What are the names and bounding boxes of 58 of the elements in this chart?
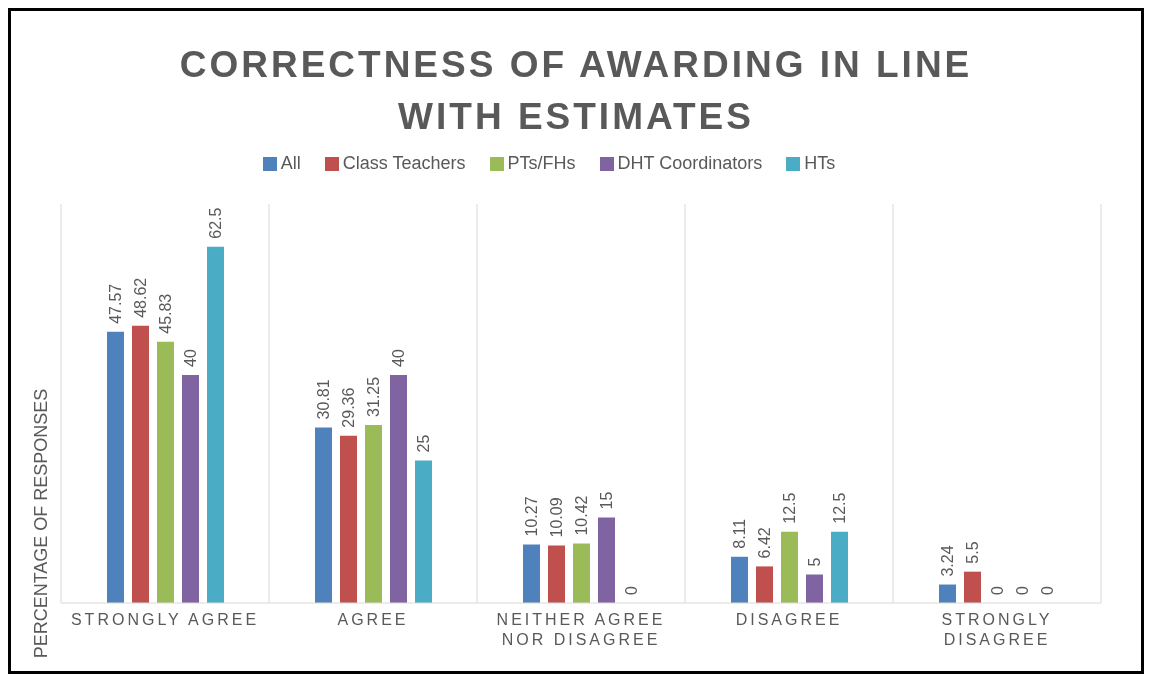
bar	[207, 246, 224, 603]
bar	[756, 566, 773, 603]
x-tick-label: STRONGLY DISAGREE	[941, 611, 1053, 648]
y-axis-title: PERCENTAGE OF RESPONSES	[31, 388, 52, 659]
bar	[939, 584, 956, 603]
bar	[415, 460, 432, 603]
data-label: 0	[989, 585, 1006, 595]
data-label: 47.57	[107, 283, 124, 324]
data-label: 5	[806, 557, 823, 567]
data-label: 45.83	[157, 293, 174, 334]
data-label: 48.62	[132, 277, 149, 318]
bar	[831, 531, 848, 603]
legend-label: HTs	[804, 153, 836, 173]
bar	[548, 545, 565, 603]
data-label: 30.81	[315, 379, 332, 420]
data-label: 10.09	[548, 497, 565, 538]
data-label: 40	[182, 349, 199, 367]
legend-label: PTs/FHs	[507, 153, 576, 173]
bar	[523, 544, 540, 603]
data-label: 10.27	[523, 496, 540, 537]
chart-title: CORRECTNESS OF AWARDING IN LINE WITH ESTIMATES	[178, 43, 974, 139]
bar	[390, 375, 407, 603]
bar	[781, 531, 798, 603]
data-label: 15	[598, 491, 615, 510]
data-label: 31.25	[365, 376, 382, 417]
data-label: 12.5	[831, 492, 848, 524]
data-label: 5.5	[964, 541, 981, 564]
bar	[964, 571, 981, 603]
data-label: 0	[623, 585, 640, 595]
data-label: 12.5	[781, 492, 798, 524]
data-label: 3.24	[939, 545, 956, 577]
bar	[365, 424, 382, 603]
data-label: 40	[390, 349, 407, 367]
legend-label: DHT Coordinators	[617, 153, 763, 173]
data-label: 29.36	[340, 387, 357, 428]
bar	[315, 427, 332, 603]
data-label: 6.42	[756, 527, 773, 559]
data-label: 0	[1014, 585, 1031, 595]
bar	[731, 556, 748, 603]
bar	[340, 435, 357, 603]
x-tick-label: STRONGLY AGREE	[70, 611, 260, 628]
legend-label: Class Teachers	[342, 153, 466, 173]
x-tick-label: DISAGREE	[735, 611, 843, 628]
legend-label: All	[280, 153, 301, 173]
data-label: 0	[1039, 585, 1056, 595]
x-tick-label: NEITHER AGREE NOR DISAGREE	[496, 611, 666, 648]
data-label: 8.11	[731, 518, 748, 549]
bar	[107, 331, 124, 603]
bar	[806, 574, 823, 603]
data-label: 62.5	[207, 207, 224, 239]
bar	[182, 375, 199, 603]
bar	[598, 517, 615, 603]
x-tick-label: AGREE	[337, 611, 409, 628]
data-label: 10.42	[573, 495, 590, 536]
bar	[157, 341, 174, 603]
bar	[573, 543, 590, 603]
bar	[132, 325, 149, 603]
data-label: 25	[415, 434, 432, 453]
